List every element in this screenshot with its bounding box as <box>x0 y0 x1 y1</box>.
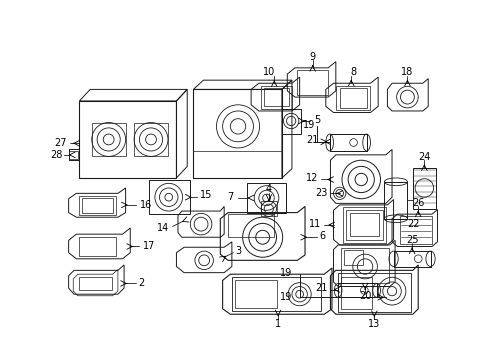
Text: 9: 9 <box>310 52 316 62</box>
Text: 21: 21 <box>315 283 327 293</box>
Bar <box>235 280 277 308</box>
Bar <box>79 237 117 256</box>
Bar <box>82 198 113 213</box>
Text: 4: 4 <box>266 184 272 194</box>
Bar <box>336 86 370 110</box>
Text: 19: 19 <box>280 292 292 302</box>
Bar <box>69 151 78 159</box>
Bar <box>341 276 372 309</box>
Text: 13: 13 <box>368 319 380 329</box>
Bar <box>92 122 125 156</box>
Text: 6: 6 <box>319 231 326 241</box>
Bar <box>228 214 274 237</box>
Bar <box>350 213 379 237</box>
Bar <box>341 248 389 283</box>
Bar <box>79 276 112 291</box>
Bar <box>79 195 117 215</box>
Text: 20: 20 <box>359 291 371 301</box>
Bar <box>297 70 328 95</box>
Bar <box>343 249 363 265</box>
Text: 16: 16 <box>140 200 152 210</box>
Text: 24: 24 <box>418 152 431 162</box>
Text: 12: 12 <box>306 173 318 183</box>
Text: 3: 3 <box>236 246 242 256</box>
Text: 15: 15 <box>199 190 212 200</box>
Text: 7: 7 <box>227 192 233 202</box>
Text: 23: 23 <box>315 188 327 198</box>
Text: 19: 19 <box>280 267 292 278</box>
Bar <box>261 201 276 216</box>
Text: 22: 22 <box>408 219 420 229</box>
Bar <box>261 86 292 109</box>
Text: 10: 10 <box>263 67 275 77</box>
Bar <box>343 207 386 243</box>
Bar <box>264 88 289 106</box>
Text: 28: 28 <box>50 150 63 160</box>
Bar <box>346 210 383 239</box>
Bar <box>340 88 367 108</box>
Text: 14: 14 <box>156 223 169 233</box>
Text: 27: 27 <box>54 138 66 148</box>
Text: 18: 18 <box>401 67 414 77</box>
Text: 2: 2 <box>139 278 145 288</box>
Text: 5: 5 <box>314 115 320 125</box>
Text: 1: 1 <box>275 319 281 329</box>
Text: 25: 25 <box>406 235 418 245</box>
Text: 17: 17 <box>143 241 155 251</box>
Text: 26: 26 <box>412 198 424 208</box>
Bar <box>134 122 168 156</box>
Bar <box>338 274 411 312</box>
Text: 8: 8 <box>350 67 357 77</box>
Bar <box>232 277 321 311</box>
Text: 21: 21 <box>307 135 319 145</box>
Text: 11: 11 <box>309 219 321 229</box>
Text: 19: 19 <box>303 120 315 130</box>
Bar <box>330 134 367 151</box>
Bar <box>400 216 432 244</box>
